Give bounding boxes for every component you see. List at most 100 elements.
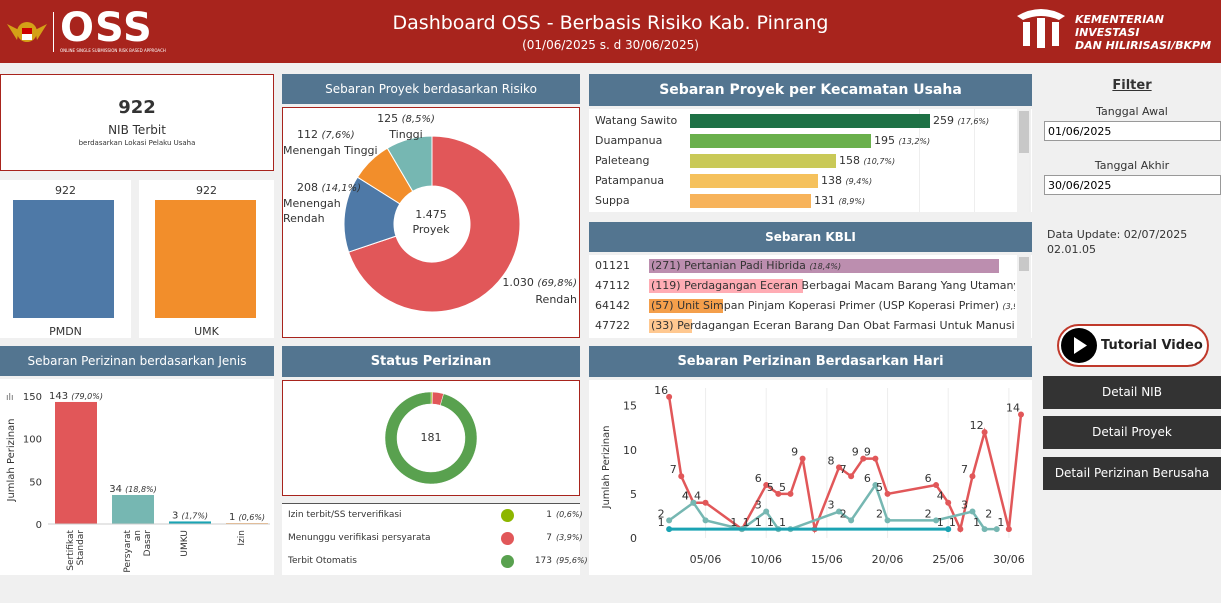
hari-point[interactable] [872, 482, 879, 489]
hari-data-label: 2 [658, 507, 665, 520]
hari-point[interactable] [957, 526, 964, 533]
risiko-rendah-name: Rendah [535, 293, 577, 306]
hari-point[interactable] [872, 455, 879, 462]
ministry-name-line2: DAN HILIRISASI/BKPM [1075, 39, 1212, 52]
kecamatan-value: 259 (17,6%) [933, 114, 990, 127]
hari-point[interactable] [763, 482, 770, 489]
oss-logo: OSS [60, 5, 153, 51]
kbli-text: (119) Perdagangan Eceran Berbagai Macam … [651, 279, 1015, 292]
hari-point[interactable] [848, 517, 855, 524]
jenis-bar[interactable] [55, 401, 97, 524]
hari-point[interactable] [787, 490, 794, 497]
hari-point[interactable] [702, 499, 709, 506]
kecamatan-row[interactable]: Suppa 131 (8,9%) [595, 191, 1015, 211]
hari-point[interactable] [945, 499, 952, 506]
kbli-row[interactable]: 64142 (57) Unit Simpan Pinjam Koperasi P… [595, 296, 1015, 316]
hari-point[interactable] [933, 482, 940, 489]
hari-data-label: 6 [755, 472, 762, 485]
kbli-bar [649, 259, 999, 273]
hari-point[interactable] [884, 490, 891, 497]
risiko-slice-3[interactable] [386, 135, 433, 192]
kecamatan-scrollbar[interactable] [1017, 109, 1031, 212]
risiko-panel: 1.475 Proyek 1.030 (69,8%) Rendah 208 (1… [282, 107, 580, 338]
hari-data-label: 12 [970, 419, 984, 432]
status-legend-row: Izin terbit/SS terverifikasi 1 (0,6%) [288, 509, 583, 522]
jenis-bar-chart: Jumlah Perizinan 0 50 100 150 ılı 143 (79,0%) S… [6, 391, 270, 573]
hari-point[interactable] [690, 499, 697, 506]
hari-point[interactable] [666, 526, 673, 533]
hari-point[interactable] [981, 526, 988, 533]
status-slice-2[interactable] [384, 391, 478, 485]
tutorial-video-button[interactable]: Tutorial Video [1057, 324, 1209, 367]
kbli-row[interactable]: 47722 (33) Perdagangan Eceran Barang Dan… [595, 316, 1015, 336]
hari-xtick: 15/06 [811, 553, 843, 566]
jenis-xlabel: UMKU [180, 530, 190, 557]
jenis-xlabel: an [133, 530, 143, 541]
detail-proyek-button[interactable]: Detail Proyek [1043, 416, 1221, 449]
jenis-xlabel: Persyarat [123, 530, 133, 573]
kecamatan-name: Duampanua [595, 134, 663, 147]
status-legend-label: Menunggu verifikasi persyarata [288, 533, 431, 543]
tanggal-akhir-input[interactable] [1044, 175, 1221, 195]
risiko-slice-0[interactable] [347, 135, 521, 313]
hari-xtick: 30/06 [993, 553, 1025, 566]
kecamatan-row[interactable]: Duampanua 195 (13,2%) [595, 131, 1015, 151]
hari-point[interactable] [993, 526, 1000, 533]
jenis-ytick: 150 [23, 392, 42, 403]
kbli-row[interactable]: 01121 (271) Pertanian Padi Hibrida (18,4… [595, 256, 1015, 276]
kecamatan-scroll-thumb[interactable] [1019, 111, 1029, 153]
hari-panel: Jumlah Perizinan 0 5 10 15 05/06 10/06 15/06 20/… [589, 380, 1032, 575]
hari-data-label: 2 [985, 507, 992, 520]
detail-nib-button[interactable]: Detail NIB [1043, 376, 1221, 409]
hari-data-label: 2 [925, 507, 932, 520]
tanggal-awal-input[interactable] [1044, 121, 1221, 141]
hari-ytick: 10 [623, 444, 637, 457]
hari-point[interactable] [666, 517, 673, 524]
hari-point[interactable] [836, 508, 842, 515]
kecamatan-row[interactable]: Watang Sawito 259 (17,6%) [595, 111, 1015, 131]
hari-point[interactable] [1018, 411, 1024, 418]
hari-point[interactable] [884, 517, 891, 524]
hari-point[interactable] [945, 526, 952, 533]
hari-point[interactable] [836, 464, 842, 471]
kbli-scroll-thumb[interactable] [1019, 257, 1029, 271]
hari-point[interactable] [666, 393, 673, 400]
jenis-bar[interactable] [112, 494, 154, 524]
detail-perizinan-button[interactable]: Detail Perizinan Berusaha [1043, 457, 1221, 490]
hari-point[interactable] [678, 473, 685, 480]
hari-point[interactable] [969, 508, 976, 515]
risiko-mt-name: Menengah Tinggi [283, 144, 378, 157]
page-period: (01/06/2025 s. d 30/06/2025) [522, 38, 699, 52]
kecamatan-row[interactable]: Patampanua 138 (9,4%) [595, 171, 1015, 191]
pmdn-card: 922 PMDN [0, 180, 131, 338]
hari-point[interactable] [981, 429, 988, 436]
hari-point[interactable] [799, 455, 806, 462]
hari-xtick: 25/06 [932, 553, 964, 566]
hari-point[interactable] [848, 473, 855, 480]
jenis-xlabel: Dasar [143, 530, 153, 557]
hari-data-label: 3 [828, 499, 835, 512]
kecamatan-value: 158 (10,7%) [839, 154, 896, 167]
jenis-bar[interactable] [169, 521, 211, 524]
kecamatan-bar [690, 114, 930, 128]
kbli-row[interactable]: 47112 (119) Perdagangan Eceran Berbagai … [595, 276, 1015, 296]
pmdn-value: 922 [55, 184, 76, 197]
kecamatan-gridline [1029, 109, 1030, 212]
jenis-ytick: 50 [29, 477, 42, 488]
hari-point[interactable] [860, 455, 867, 462]
hari-point[interactable] [702, 517, 709, 524]
kbli-scrollbar[interactable] [1017, 255, 1031, 338]
kecamatan-row[interactable]: Paleteang 158 (10,7%) [595, 151, 1015, 171]
hari-point[interactable] [969, 473, 976, 480]
filter-title: Filter [1112, 78, 1152, 93]
hari-point[interactable] [763, 508, 770, 515]
jenis-title: Sebaran Perizinan berdasarkan Jenis [0, 346, 274, 376]
kecamatan-gridline [974, 109, 975, 212]
status-legend-label: Izin terbit/SS terverifikasi [288, 510, 402, 520]
hari-point[interactable] [775, 490, 782, 497]
kecamatan-bar [690, 174, 818, 188]
status-legend-row: Menunggu verifikasi persyarata 7 (3,9%) [288, 532, 583, 545]
hari-point[interactable] [1005, 526, 1012, 533]
hari-point[interactable] [933, 517, 940, 524]
